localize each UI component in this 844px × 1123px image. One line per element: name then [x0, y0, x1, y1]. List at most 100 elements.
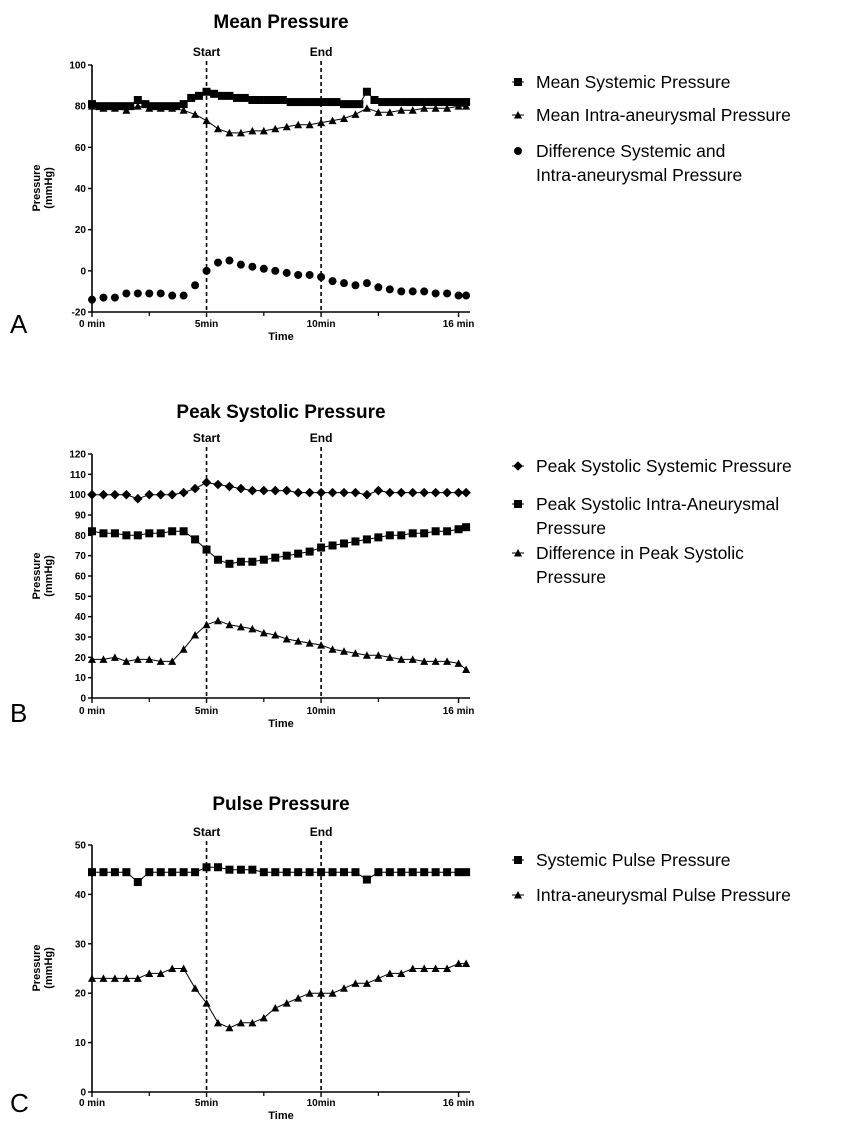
legend-entry-1: Mean Systemic Pressure — [512, 72, 731, 92]
data-point — [454, 291, 463, 300]
data-point — [431, 98, 440, 107]
legend-label: Peak Systolic Intra-Aneurysmal Pressure — [536, 494, 779, 538]
data-point — [431, 104, 440, 112]
data-point — [133, 493, 143, 504]
data-point — [385, 108, 394, 116]
data-point — [462, 665, 471, 674]
data-point — [462, 98, 471, 107]
chart-panel-c: Pulse Pressure C 0 10 20 30 40 50 0 min 5min 10min… — [10, 794, 791, 1122]
data-point — [88, 868, 96, 877]
data-point — [431, 657, 440, 665]
data-point — [271, 868, 280, 877]
data-point — [214, 555, 222, 564]
data-point — [179, 645, 188, 653]
y-tick-label: 10 — [75, 1038, 87, 1049]
series-line — [92, 866, 467, 883]
data-point — [282, 868, 291, 877]
data-point — [202, 620, 211, 629]
data-point — [374, 868, 383, 877]
series-line — [92, 620, 467, 670]
data-point — [214, 863, 222, 872]
data-point — [294, 120, 303, 129]
data-point — [141, 100, 150, 109]
data-point — [133, 95, 142, 104]
data-point — [236, 128, 245, 137]
data-point — [202, 266, 211, 275]
data-point — [156, 868, 165, 877]
data-point — [294, 549, 303, 558]
y-axis-label: Pressure(mmHg) — [31, 944, 55, 991]
data-point — [443, 868, 452, 877]
data-point — [210, 89, 219, 98]
data-point — [454, 98, 463, 107]
y-tick-label: 110 — [70, 470, 87, 481]
data-point — [202, 999, 211, 1007]
legend-label: Difference Systemic and Intra-aneurysmal … — [536, 141, 742, 185]
legend-marker — [514, 111, 522, 119]
data-point — [168, 868, 177, 877]
x-tick-label: 0 min — [79, 1098, 105, 1109]
data-point — [202, 116, 211, 125]
legend-marker — [514, 147, 522, 155]
data-point — [462, 291, 471, 300]
data-point — [305, 989, 314, 997]
data-point — [396, 487, 407, 498]
data-point — [350, 487, 361, 498]
data-point — [317, 989, 326, 997]
data-point — [401, 98, 410, 107]
data-point — [408, 98, 417, 107]
data-point — [454, 102, 463, 110]
data-point — [103, 102, 112, 111]
data-point — [133, 102, 142, 110]
data-point — [271, 630, 280, 639]
data-point — [408, 287, 417, 296]
data-point — [420, 868, 429, 877]
data-point — [179, 964, 188, 972]
x-tick-label: 5min — [195, 706, 218, 717]
data-point — [454, 659, 463, 667]
series-line — [92, 963, 467, 1029]
data-point — [420, 529, 429, 538]
data-point — [304, 487, 315, 498]
data-point — [122, 974, 131, 982]
data-point — [145, 529, 154, 538]
data-point — [294, 637, 303, 645]
data-point — [317, 868, 326, 877]
data-point — [446, 98, 455, 107]
data-point — [202, 545, 211, 554]
data-point — [98, 489, 109, 500]
legend-marker — [514, 78, 522, 86]
data-point — [144, 489, 155, 500]
data-point — [443, 657, 452, 665]
x-tick-label: 5min — [195, 319, 218, 330]
legend-marker — [514, 500, 522, 508]
data-point — [99, 104, 108, 112]
data-point — [374, 533, 383, 542]
data-point — [327, 487, 338, 498]
marker-label-start: Start — [193, 825, 220, 839]
data-point — [431, 527, 440, 536]
data-point — [191, 868, 200, 877]
data-point — [351, 868, 360, 877]
data-point — [248, 95, 257, 104]
data-point — [416, 98, 425, 107]
data-point — [385, 98, 394, 107]
data-point — [362, 535, 371, 544]
data-point — [110, 104, 119, 112]
series-2 — [88, 959, 471, 1032]
data-point — [430, 487, 441, 498]
legend-entry-3: Difference in Peak Systolic Pressure — [512, 543, 744, 587]
x-axis-label: Time — [268, 1110, 293, 1122]
data-point — [374, 974, 383, 982]
data-point — [191, 535, 200, 544]
data-point — [385, 868, 394, 877]
series-1 — [88, 87, 471, 111]
data-point — [145, 104, 154, 112]
y-tick-label: 0 — [80, 694, 86, 705]
data-point — [156, 657, 165, 665]
data-point — [324, 98, 333, 107]
data-point — [362, 104, 371, 112]
data-point — [351, 649, 360, 657]
x-tick-label: 16 min — [443, 319, 475, 330]
